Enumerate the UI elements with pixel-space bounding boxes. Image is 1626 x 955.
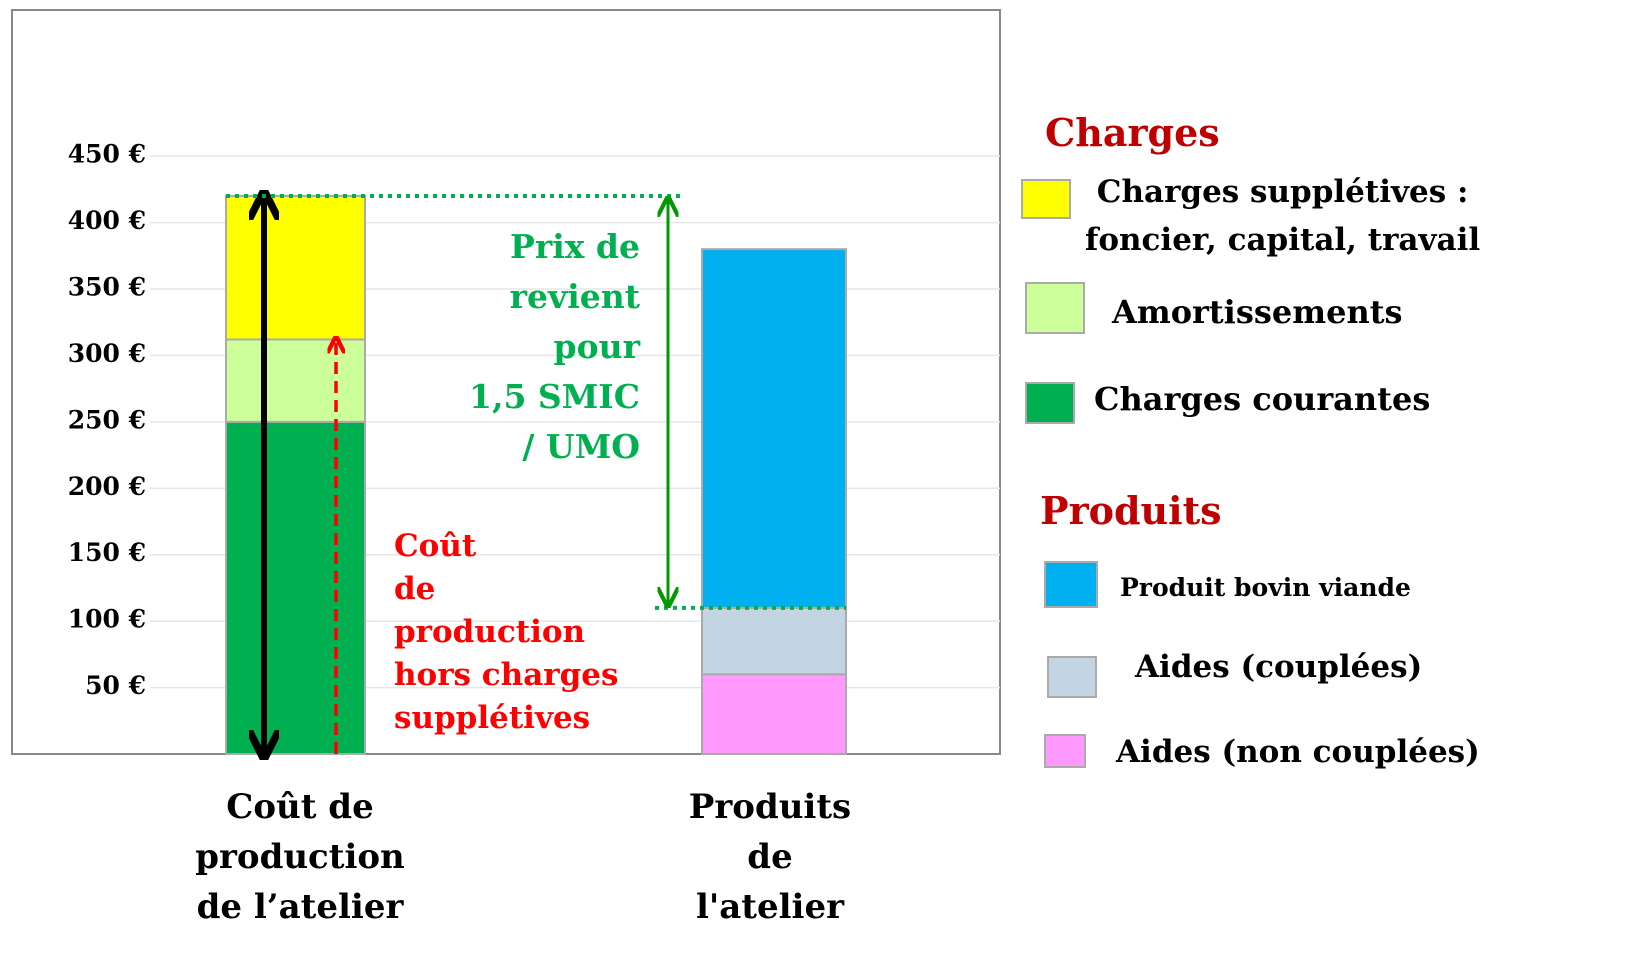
y-tick-label: 350 € (68, 273, 146, 302)
bar-segment (701, 673, 847, 755)
bar-segment (225, 420, 366, 755)
annotation: Prix de revient pour 1,5 SMIC / UMO (469, 227, 640, 466)
y-tick-label: 50 € (85, 671, 146, 700)
legend-group: Produits (1040, 488, 1222, 533)
legend-label: Aides (couplées) (1135, 649, 1423, 685)
legend-label: Charges supplétives : foncier, capital, … (1085, 174, 1481, 258)
y-tick-label: 150 € (68, 538, 146, 567)
y-tick-label: 100 € (68, 605, 146, 634)
x-tick-label: Coût de production de l’atelier (195, 787, 405, 927)
y-tick-label: 400 € (68, 206, 146, 235)
legend-swatch (1025, 282, 1085, 334)
y-tick-label: 450 € (68, 140, 146, 169)
legend-label: Aides (non couplées) (1116, 734, 1480, 770)
legend-label: Produit bovin viande (1120, 573, 1411, 602)
legend-swatch (1021, 179, 1071, 219)
plot-frame (11, 9, 1001, 755)
annotation: Coût de production hors charges suppléti… (394, 528, 619, 736)
legend-label: Amortissements (1112, 293, 1403, 331)
legend-group: Charges (1045, 110, 1220, 155)
bar-segment (225, 338, 366, 423)
bar-segment (701, 248, 847, 609)
bar-segment (701, 606, 847, 676)
legend-label: Charges courantes (1094, 380, 1431, 418)
y-tick-label: 250 € (68, 405, 146, 434)
legend-swatch (1044, 734, 1086, 768)
y-tick-label: 300 € (68, 339, 146, 368)
legend-swatch (1044, 561, 1098, 608)
legend-swatch (1047, 656, 1097, 698)
x-tick-label: Produits de l'atelier (688, 787, 852, 927)
bar-segment (225, 195, 366, 341)
y-tick-label: 200 € (68, 472, 146, 501)
legend-swatch (1025, 382, 1075, 424)
